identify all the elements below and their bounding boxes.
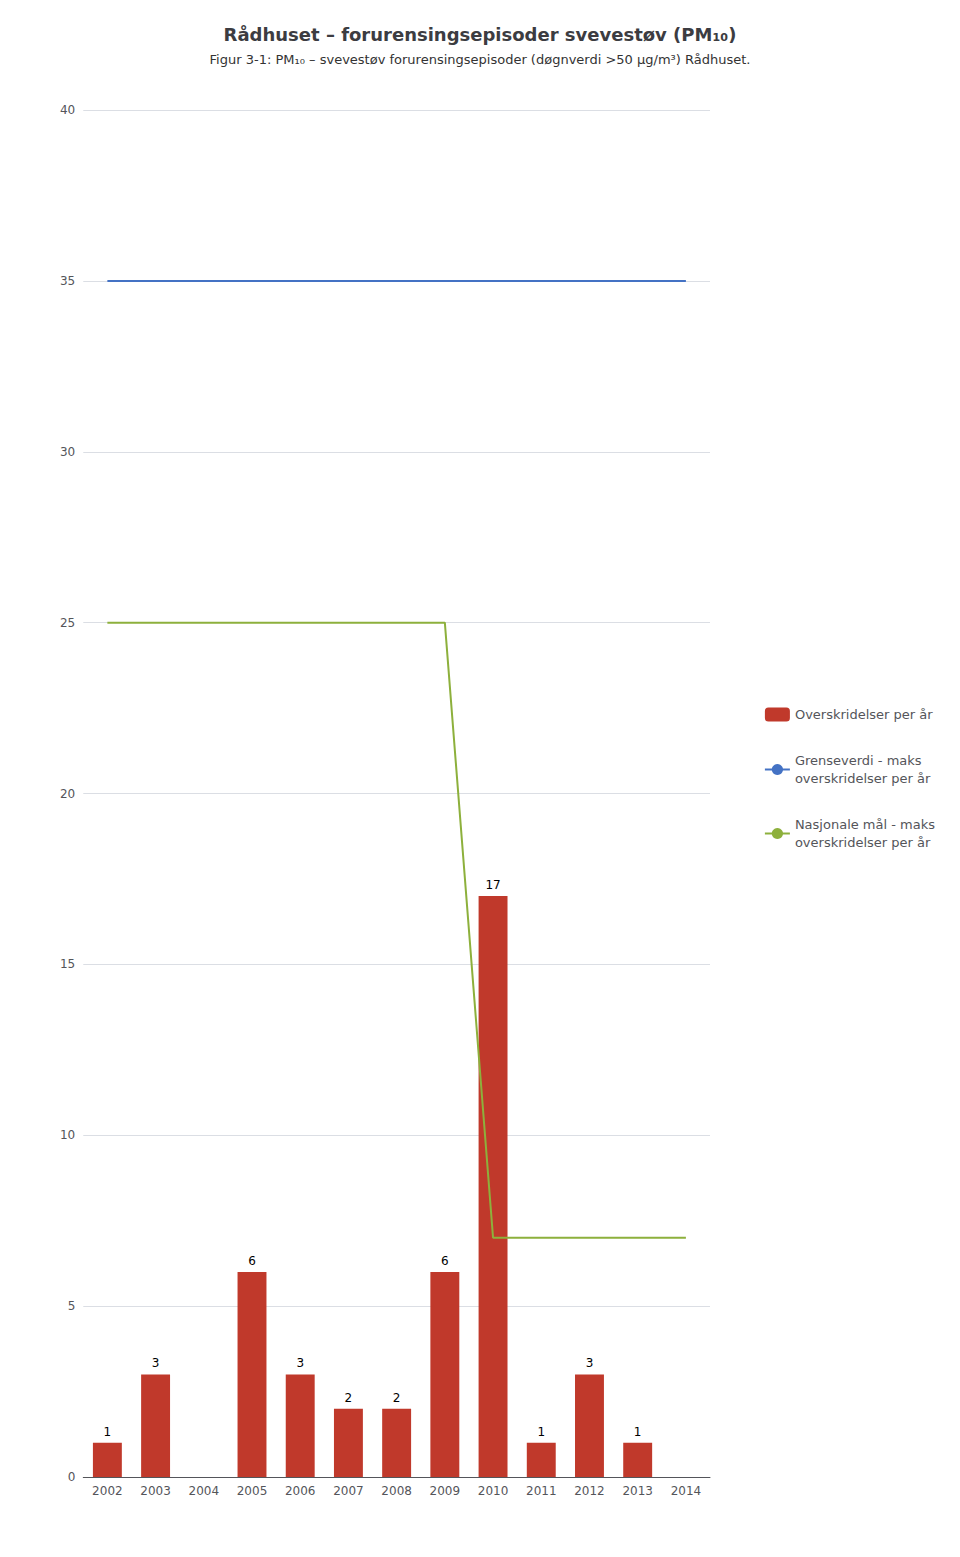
svg-text:2003: 2003 — [140, 1484, 171, 1498]
svg-text:2012: 2012 — [574, 1484, 605, 1498]
svg-text:2011: 2011 — [526, 1484, 557, 1498]
svg-text:0: 0 — [68, 1470, 76, 1484]
svg-text:Nasjonale mål - maks: Nasjonale mål - maks — [795, 817, 935, 832]
svg-text:Grenseverdi - maks: Grenseverdi - maks — [795, 753, 922, 768]
svg-text:2002: 2002 — [92, 1484, 123, 1498]
svg-text:2: 2 — [393, 1391, 401, 1405]
svg-text:25: 25 — [60, 616, 75, 630]
svg-text:2014: 2014 — [671, 1484, 702, 1498]
svg-text:1: 1 — [104, 1425, 112, 1439]
svg-text:2010: 2010 — [478, 1484, 509, 1498]
svg-text:2013: 2013 — [622, 1484, 653, 1498]
svg-text:6: 6 — [441, 1254, 449, 1268]
svg-text:2004: 2004 — [189, 1484, 220, 1498]
svg-text:2007: 2007 — [333, 1484, 364, 1498]
svg-text:30: 30 — [60, 445, 75, 459]
svg-text:2008: 2008 — [381, 1484, 412, 1498]
svg-text:35: 35 — [60, 274, 75, 288]
svg-text:5: 5 — [68, 1299, 76, 1313]
svg-text:Overskridelser per år: Overskridelser per år — [795, 707, 933, 722]
svg-text:2: 2 — [345, 1391, 353, 1405]
svg-text:3: 3 — [586, 1356, 594, 1370]
svg-text:6: 6 — [248, 1254, 256, 1268]
svg-text:Rådhuset – forurensingsepisode: Rådhuset – forurensingsepisoder svevestø… — [224, 24, 737, 45]
svg-text:40: 40 — [60, 103, 75, 117]
svg-text:2006: 2006 — [285, 1484, 316, 1498]
svg-text:1: 1 — [634, 1425, 642, 1439]
svg-text:15: 15 — [60, 957, 75, 971]
svg-text:3: 3 — [152, 1356, 160, 1370]
svg-text:2005: 2005 — [237, 1484, 268, 1498]
svg-text:1: 1 — [537, 1425, 545, 1439]
svg-text:overskridelser per år: overskridelser per år — [795, 771, 931, 786]
svg-text:3: 3 — [296, 1356, 304, 1370]
svg-text:overskridelser per år: overskridelser per år — [795, 835, 931, 850]
svg-text:10: 10 — [60, 1128, 75, 1142]
svg-text:20: 20 — [60, 787, 75, 801]
svg-text:17: 17 — [485, 878, 500, 892]
svg-text:Figur 3-1: PM₁₀ – svevestøv fo: Figur 3-1: PM₁₀ – svevestøv forurensings… — [210, 52, 751, 67]
svg-text:2009: 2009 — [430, 1484, 461, 1498]
